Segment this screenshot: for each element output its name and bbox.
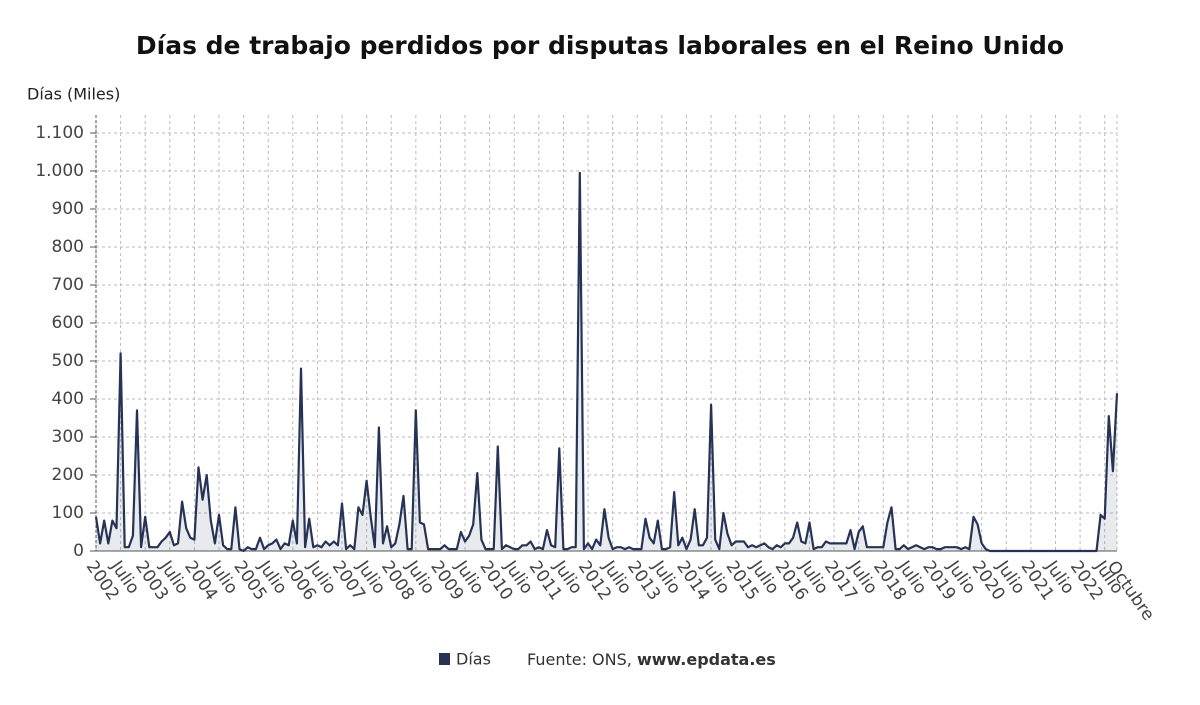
y-tick-label: 100: [52, 503, 84, 523]
y-tick-label: 1.000: [35, 161, 84, 181]
source-text: Fuente: ONS,: [527, 650, 637, 669]
grid: [95, 115, 1118, 552]
legend-swatch: [439, 653, 450, 665]
legend: Días Fuente: ONS, www.epdata.es: [439, 650, 776, 669]
source-link: www.epdata.es: [637, 650, 776, 669]
legend-label: Días: [456, 650, 491, 669]
chart-title: Días de trabajo perdidos por disputas la…: [136, 31, 1064, 60]
y-tick-label: 1.100: [35, 123, 84, 143]
area: [96, 172, 1117, 551]
y-tick-label: 200: [52, 465, 84, 485]
y-tick-label: 800: [52, 237, 84, 257]
source: Fuente: ONS, www.epdata.es: [527, 650, 776, 669]
y-tick-label: 300: [52, 427, 84, 447]
y-tick-label: 900: [52, 199, 84, 219]
y-tick-label: 500: [52, 351, 84, 371]
y-tick-label: 400: [52, 389, 84, 409]
y-tick-label: 600: [52, 313, 84, 333]
line: [94, 171, 1119, 553]
y-tick-label: 0: [73, 541, 84, 561]
y-tick-label: 700: [52, 275, 84, 295]
y-axis-label: Días (Miles): [27, 85, 120, 104]
